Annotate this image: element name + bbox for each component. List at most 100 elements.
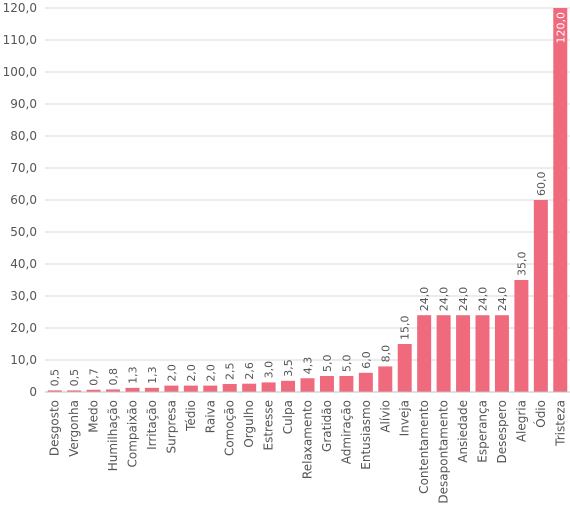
x-category-label: Entusiasmo <box>359 400 373 470</box>
data-label: 24,0 <box>438 287 451 312</box>
y-tick-label: 110,0 <box>3 33 37 47</box>
bar-raiva <box>203 385 218 392</box>
data-label: 24,0 <box>496 287 509 312</box>
x-category-label: Tédio <box>184 400 198 432</box>
data-label: 0,7 <box>88 368 101 386</box>
y-tick-label: 120,0 <box>3 1 37 15</box>
y-tick-label: 90,0 <box>10 97 37 111</box>
gridlines <box>45 7 570 361</box>
data-label: 5,0 <box>321 355 334 373</box>
bar-humilhação <box>106 389 121 392</box>
x-category-label: Medo <box>87 400 101 433</box>
y-tick-label: 50,0 <box>10 225 37 239</box>
bar-desgosto <box>47 390 62 392</box>
bar-alegria <box>514 280 529 392</box>
bar-admiração <box>339 376 354 392</box>
y-tick-label: 80,0 <box>10 129 37 143</box>
bar-compaixão <box>125 387 140 392</box>
data-label: 5,0 <box>340 355 353 373</box>
bar-vergonha <box>67 390 82 392</box>
bar-medo <box>86 389 101 392</box>
bars <box>47 8 568 392</box>
data-label: 2,0 <box>204 364 217 382</box>
data-label: 8,0 <box>379 345 392 363</box>
y-tick-label: 30,0 <box>10 289 37 303</box>
data-label: 4,3 <box>302 357 315 375</box>
x-category-label: Orgulho <box>242 400 256 448</box>
data-label: 2,5 <box>224 363 237 381</box>
data-label: 6,0 <box>360 351 373 369</box>
bar-comoção <box>222 384 237 392</box>
data-label: 60,0 <box>535 172 548 197</box>
data-labels: 0,5 0,5 0,7 0,8 1,3 1,3 2,0 2,0 2,0 2,5 2,6 3,0 3,5 4… <box>49 12 568 386</box>
bar-irritação <box>144 387 159 392</box>
y-tick-label: 60,0 <box>10 193 37 207</box>
y-tick-label: 70,0 <box>10 161 37 175</box>
x-category-label: Irritação <box>145 400 159 450</box>
bar-tristeza <box>553 8 568 392</box>
x-category-label: Desapontamento <box>437 400 451 504</box>
data-label: 2,0 <box>185 364 198 382</box>
data-label: 0,5 <box>49 369 62 387</box>
y-tick-label: 100,0 <box>3 65 37 79</box>
x-category-label: Esperança <box>476 400 490 463</box>
y-tick-label: 40,0 <box>10 257 37 271</box>
bar-alívio <box>378 366 393 392</box>
x-category-label: Surpresa <box>164 400 178 453</box>
x-category-label: Compaixão <box>126 400 140 468</box>
x-category-label: Vergonha <box>67 400 81 457</box>
x-category-label: Desgosto <box>48 400 62 456</box>
x-category-label: Inveja <box>398 400 412 436</box>
data-label: 0,5 <box>68 369 81 387</box>
bar-desapontamento <box>436 315 451 392</box>
bar-contentamento <box>417 315 432 392</box>
data-label: 1,3 <box>127 366 140 384</box>
data-label: 2,6 <box>243 362 256 380</box>
data-label: 120,0 <box>554 12 567 44</box>
y-tick-label: 0 <box>29 385 37 399</box>
x-category-label: Ódio <box>533 400 548 428</box>
bar-esperança <box>475 315 490 392</box>
bar-relaxamento <box>300 378 315 392</box>
x-category-label: Raiva <box>203 400 217 433</box>
data-label: 3,5 <box>282 359 295 377</box>
x-category-label: Tristeza <box>553 400 567 447</box>
x-category-label: Culpa <box>281 400 295 434</box>
x-category-label: Humilhação <box>106 400 120 471</box>
x-category-label: Admiração <box>339 400 353 464</box>
data-label: 2,0 <box>165 364 178 382</box>
y-axis-ticks: 0 10,0 20,0 30,0 40,0 50,0 60,0 70,0 80,0 90,0 100… <box>3 1 37 399</box>
bar-surpresa <box>164 385 179 392</box>
x-category-label: Ansiedade <box>456 400 470 463</box>
bar-culpa <box>281 380 296 392</box>
data-label: 24,0 <box>418 287 431 312</box>
y-tick-label: 20,0 <box>10 321 37 335</box>
bar-gratidão <box>319 376 334 392</box>
data-label: 35,0 <box>515 252 528 277</box>
x-category-label: Alegria <box>514 400 528 442</box>
y-tick-label: 10,0 <box>10 353 37 367</box>
bar-entusiasmo <box>358 372 373 392</box>
x-category-label: Relaxamento <box>301 400 315 479</box>
x-category-label: Gratidão <box>320 400 334 452</box>
bar-inveja <box>397 344 412 392</box>
bar-ódio <box>533 200 548 392</box>
data-label: 0,8 <box>107 368 120 386</box>
data-label: 24,0 <box>477 287 490 312</box>
x-category-label: Estresse <box>262 400 276 450</box>
x-category-label: Alívio <box>378 400 392 433</box>
data-label: 3,0 <box>263 361 276 379</box>
x-category-label: Comoção <box>223 400 237 456</box>
data-label: 15,0 <box>399 316 412 341</box>
bar-ansiedade <box>456 315 471 392</box>
x-axis-category-labels: Desgosto Vergonha Medo Humilhação Compaixão I… <box>48 400 568 504</box>
x-category-label: Desespero <box>495 400 509 464</box>
data-label: 24,0 <box>457 287 470 312</box>
data-label: 1,3 <box>146 366 159 384</box>
bar-desespero <box>494 315 509 392</box>
x-category-label: Contentamento <box>417 400 431 494</box>
bar-estresse <box>261 382 276 392</box>
bar-orgulho <box>242 383 257 392</box>
bar-tédio <box>183 385 198 392</box>
